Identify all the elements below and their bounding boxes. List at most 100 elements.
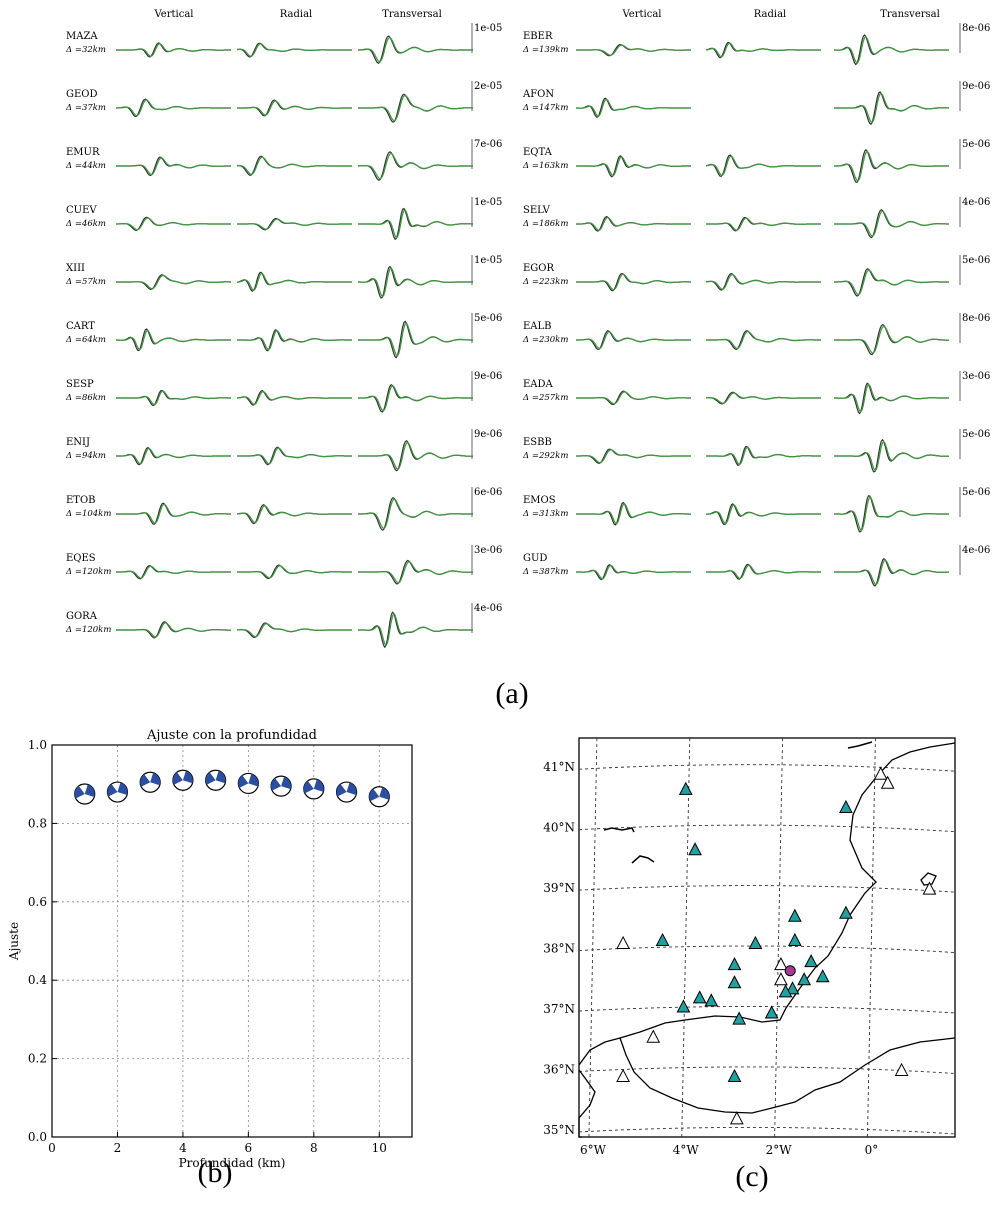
latitude-label: 36°N <box>543 1062 575 1076</box>
synthetic-trace <box>358 561 473 584</box>
synthetic-trace <box>834 210 949 237</box>
amplitude-scale-label: 5e-06 <box>962 429 990 440</box>
y-tick-label: 0.2 <box>28 1052 47 1066</box>
synthetic-trace <box>116 622 231 638</box>
station-row: EALB Δ =230km 8e-06 <box>522 313 990 355</box>
synthetic-trace <box>237 447 352 465</box>
station-distance: Δ =37km <box>65 103 106 113</box>
station-row: EBER Δ =139km 8e-06 <box>522 23 990 66</box>
beachball-quadrant <box>303 780 314 794</box>
station-marker-used <box>727 1068 742 1082</box>
synthetic-trace <box>116 390 231 406</box>
synthetic-trace <box>116 217 231 231</box>
station-marker-used <box>727 957 742 971</box>
station-name: ESBB <box>523 437 552 448</box>
synthetic-trace <box>116 503 231 524</box>
amplitude-scale-label: 4e-06 <box>474 603 502 614</box>
station-distance: Δ =120km <box>65 567 111 577</box>
synthetic-trace <box>116 274 231 290</box>
amplitude-scale-label: 8e-06 <box>962 23 990 34</box>
station-marker-unused <box>774 972 788 986</box>
synthetic-trace <box>706 504 821 525</box>
station-distance: Δ =46km <box>65 219 106 229</box>
amplitude-scale-label: 2e-05 <box>474 81 502 92</box>
synthetic-trace <box>576 216 691 231</box>
amplitude-scale-label: 5e-06 <box>962 139 990 150</box>
synthetic-trace <box>834 325 949 354</box>
synthetic-trace <box>705 155 821 176</box>
station-name: XIII <box>66 263 85 274</box>
station-distance: Δ =57km <box>65 277 106 287</box>
station-distance: Δ =223km <box>522 277 568 287</box>
station-marker-unused <box>873 766 888 780</box>
station-distance: Δ =147km <box>522 103 568 113</box>
synthetic-trace <box>706 564 821 580</box>
latitude-line <box>578 1006 956 1014</box>
beachball-quadrant <box>281 776 292 790</box>
station-marker-unused <box>922 881 937 895</box>
synthetic-trace <box>576 564 691 580</box>
synthetic-trace <box>576 503 691 525</box>
synthetic-trace <box>116 565 231 579</box>
station-name: SELV <box>523 205 551 216</box>
station-row: GUD Δ =387km 4e-06 <box>522 545 990 587</box>
coastline <box>578 1037 956 1138</box>
beachball-quadrant <box>248 773 259 787</box>
station-marker-unused <box>616 935 630 949</box>
beachball-point <box>139 771 161 793</box>
station-name: MAZA <box>66 31 98 42</box>
beachball-point <box>172 769 194 791</box>
longitude-line <box>866 737 876 1138</box>
station-marker-used <box>676 999 691 1013</box>
station-marker-used <box>815 969 830 983</box>
station-distance: Δ =186km <box>522 219 568 229</box>
station-marker-used <box>804 954 818 968</box>
longitude-label: 2°W <box>766 1143 793 1157</box>
station-name: EMOS <box>523 495 556 506</box>
synthetic-trace <box>834 496 949 531</box>
station-marker-unused <box>729 1111 744 1125</box>
station-marker-used <box>797 972 812 986</box>
station-name: CART <box>66 321 95 332</box>
station-marker-unused <box>646 1029 661 1043</box>
station-distance: Δ =86km <box>65 393 106 403</box>
station-marker-used <box>839 799 853 813</box>
synthetic-trace <box>358 152 473 180</box>
synthetic-trace <box>576 98 691 117</box>
latitude-line <box>578 885 956 893</box>
synthetic-trace <box>706 392 821 404</box>
synthetic-trace <box>834 35 949 64</box>
beachball-quadrant <box>74 786 85 799</box>
station-name: EALB <box>523 321 552 332</box>
station-name: AFON <box>522 89 554 100</box>
station-distance: Δ =64km <box>65 335 106 345</box>
panel-label-c: (c) <box>735 1160 768 1193</box>
station-marker-used <box>778 984 793 998</box>
beachball-point <box>237 772 259 795</box>
plot-frame <box>51 744 413 1138</box>
beachball-point <box>205 769 227 791</box>
chart-title: Ajuste con la profundidad <box>146 728 317 743</box>
synthetic-trace <box>116 447 231 465</box>
station-distance: Δ =313km <box>522 509 568 519</box>
station-name: ETOB <box>66 495 96 506</box>
station-row: CART Δ =64km 5e-06 <box>65 313 502 359</box>
amplitude-scale-label: 9e-06 <box>474 371 502 382</box>
amplitude-scale-label: 4e-06 <box>962 545 990 556</box>
amplitude-scale-label: 1e-05 <box>474 197 502 208</box>
component-header: Vertical <box>154 9 194 20</box>
y-tick-label: 1.0 <box>28 738 47 752</box>
station-row: ESBB Δ =292km 5e-06 <box>522 429 990 473</box>
synthetic-trace <box>236 622 352 638</box>
synthetic-trace <box>706 330 821 350</box>
coastline-island <box>631 855 655 864</box>
beachball-quadrant <box>369 788 380 802</box>
x-tick-label: 2 <box>114 1141 122 1155</box>
beachball-quadrant <box>271 778 282 791</box>
panel-b-depth-fit-chart: Ajuste con la profundidad 0 2 4 6 8 10 0.0 0.2 0.… <box>7 728 413 1189</box>
latitude-label: 37°N <box>543 1002 575 1016</box>
amplitude-scale-label: 3e-06 <box>962 371 990 382</box>
station-row: EGOR Δ =223km 5e-06 <box>522 255 990 297</box>
synthetic-trace <box>236 505 352 524</box>
synthetic-trace <box>358 94 473 122</box>
